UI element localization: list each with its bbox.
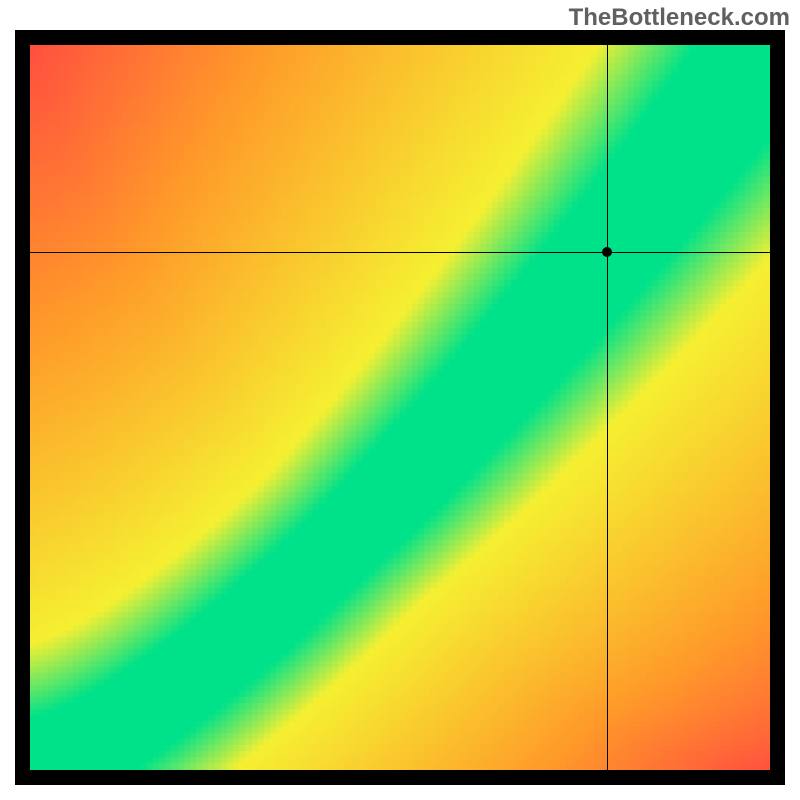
crosshair-horizontal xyxy=(30,252,770,253)
heatmap-canvas xyxy=(30,45,770,770)
plot-area xyxy=(15,30,785,785)
marker-dot xyxy=(602,247,612,257)
plot-border xyxy=(15,30,785,785)
crosshair-vertical xyxy=(607,45,608,770)
watermark-text: TheBottleneck.com xyxy=(569,4,790,32)
